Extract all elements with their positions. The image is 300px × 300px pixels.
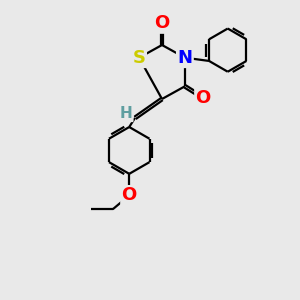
Text: N: N	[177, 49, 192, 67]
Text: O: O	[122, 186, 137, 204]
Text: O: O	[196, 89, 211, 107]
Text: O: O	[154, 14, 169, 32]
Text: H: H	[120, 106, 132, 121]
Text: S: S	[133, 49, 146, 67]
